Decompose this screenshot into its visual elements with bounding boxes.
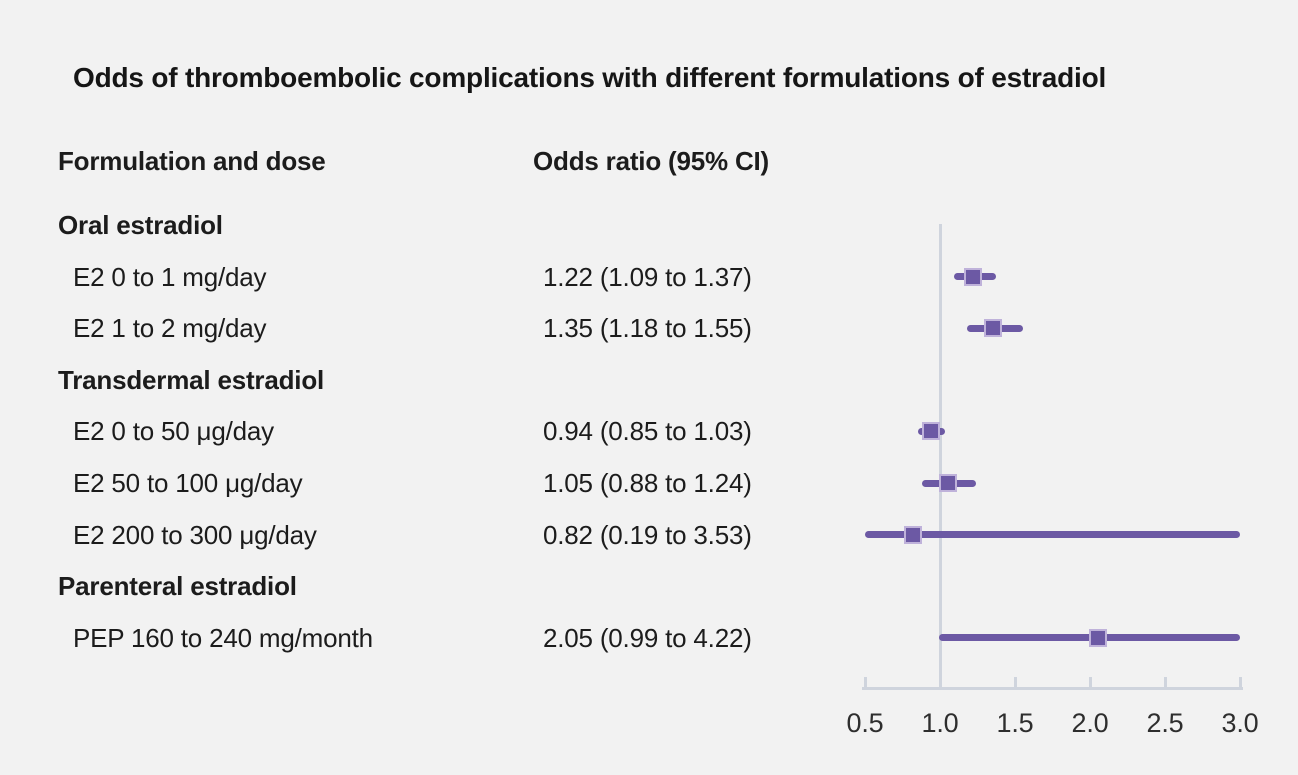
chart-title: Odds of thromboembolic complications wit… bbox=[73, 62, 1107, 93]
group-label: Parenteral estradiol bbox=[58, 571, 297, 602]
x-tick bbox=[863, 677, 867, 687]
group-label: Transdermal estradiol bbox=[58, 364, 325, 395]
column-header-odds-ratio: Odds ratio (95% CI) bbox=[533, 146, 770, 176]
odds-ratio-value: 0.94 (0.85 to 1.03) bbox=[543, 416, 752, 447]
x-tick-label: 1.0 bbox=[921, 708, 959, 738]
x-axis-line bbox=[862, 687, 1243, 690]
point-marker bbox=[964, 267, 982, 286]
odds-ratio-value: 0.82 (0.19 to 3.53) bbox=[543, 519, 752, 550]
x-tick bbox=[1163, 677, 1167, 687]
ci-line bbox=[865, 531, 1240, 539]
x-tick-label: 2.0 bbox=[1071, 708, 1109, 738]
point-marker bbox=[983, 319, 1002, 338]
x-tick bbox=[1013, 677, 1017, 687]
x-tick bbox=[1088, 677, 1092, 687]
item-label: E2 200 to 300 μg/day bbox=[73, 519, 317, 550]
odds-ratio-value: 2.05 (0.99 to 4.22) bbox=[543, 622, 752, 653]
point-marker bbox=[938, 474, 957, 492]
odds-ratio-value: 1.35 (1.18 to 1.55) bbox=[543, 313, 752, 344]
x-tick-label: 0.5 bbox=[846, 708, 884, 738]
item-label: E2 0 to 1 mg/day bbox=[73, 261, 267, 292]
item-label: E2 0 to 50 μg/day bbox=[73, 416, 274, 447]
point-marker bbox=[1088, 628, 1107, 647]
group-label: Oral estradiol bbox=[58, 210, 223, 240]
odds-ratio-value: 1.05 (0.88 to 1.24) bbox=[543, 468, 752, 498]
x-tick-label: 3.0 bbox=[1221, 708, 1259, 738]
x-tick bbox=[938, 677, 942, 687]
x-tick bbox=[1238, 677, 1242, 687]
odds-ratio-value: 1.22 (1.09 to 1.37) bbox=[543, 261, 752, 292]
point-marker bbox=[904, 525, 922, 544]
item-label: PEP 160 to 240 mg/month bbox=[73, 622, 373, 653]
item-label: E2 50 to 100 μg/day bbox=[73, 468, 303, 498]
reference-line bbox=[938, 224, 942, 689]
x-tick-label: 2.5 bbox=[1146, 708, 1184, 738]
item-label: E2 1 to 2 mg/day bbox=[73, 313, 267, 344]
point-marker bbox=[922, 422, 940, 441]
x-tick-label: 1.5 bbox=[996, 708, 1034, 738]
column-header-formulation: Formulation and dose bbox=[58, 146, 326, 176]
